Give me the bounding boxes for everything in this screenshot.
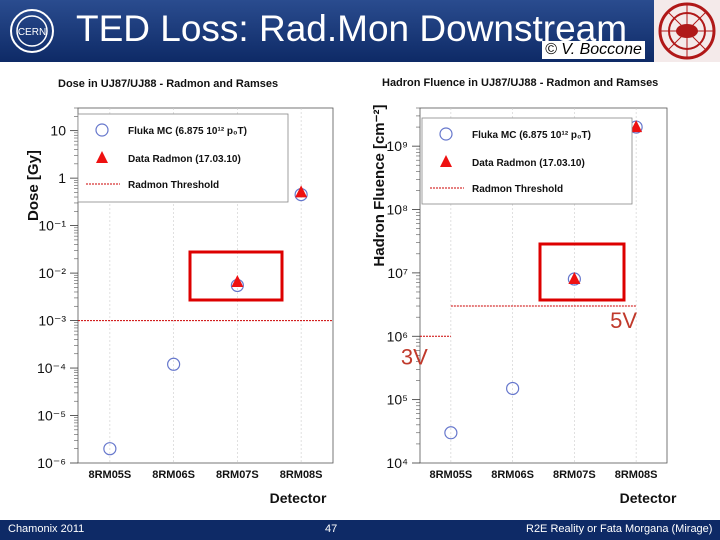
- legend-entry: Fluka MC (6.875 10¹² p₀T): [472, 130, 591, 141]
- slide-footer: Chamonix 2011 47 R2E Reality or Fata Mor…: [0, 520, 720, 540]
- y-tick-label: 10⁶: [387, 328, 408, 344]
- data-point: [295, 185, 308, 198]
- x-axis-label: Detector: [270, 490, 327, 506]
- credit-text: © V. Boccone: [542, 41, 645, 59]
- legend-box: [421, 117, 633, 205]
- cern-logo: CERN: [10, 9, 54, 53]
- mc-point: [103, 442, 117, 456]
- y-axis-label: Hadron Fluence [cm⁻²]: [371, 104, 388, 266]
- x-tick-label: 8RM07S: [216, 469, 259, 481]
- mc-point: [167, 357, 181, 371]
- legend-data-symbol: [96, 151, 108, 163]
- y-tick-label: 10⁹: [386, 138, 408, 154]
- legend-entry: Radmon Threshold: [472, 184, 563, 195]
- y-tick-label: 10⁵: [387, 392, 408, 408]
- y-axis-label: Dose [Gy]: [25, 150, 42, 221]
- y-tick-label: 10⁻⁴: [37, 360, 66, 376]
- footer-page-number: 47: [325, 523, 338, 535]
- legend-entry: Radmon Threshold: [128, 180, 219, 191]
- y-tick-label: 10⁻³: [38, 313, 66, 329]
- legend-data-symbol: [440, 155, 452, 167]
- threshold-voltage-label: 5V: [610, 308, 637, 333]
- footer-left: Chamonix 2011: [8, 523, 85, 535]
- mc-point: [506, 381, 520, 396]
- highlight-box: [188, 250, 284, 302]
- fluence-chart: Hadron Fluence in UJ87/UJ88 - Radmon and…: [371, 77, 677, 506]
- y-tick-label: 10⁻²: [38, 265, 66, 281]
- legend-mc-symbol: [439, 127, 453, 141]
- legend-box: [77, 113, 289, 203]
- x-tick-label: 8RM06S: [491, 469, 534, 481]
- data-point: [231, 274, 244, 287]
- threshold-voltage-label: 3V: [401, 344, 428, 369]
- data-point: [568, 272, 581, 285]
- x-tick-label: 8RM05S: [88, 469, 131, 481]
- y-tick-label: 10⁷: [387, 265, 408, 281]
- x-tick-label: 8RM08S: [615, 469, 658, 481]
- footer-right: R2E Reality or Fata Morgana (Mirage): [526, 523, 713, 535]
- legend-entry: Data Radmon (17.03.10): [128, 154, 241, 165]
- svg-text:CERN: CERN: [18, 27, 46, 38]
- highlight-box: [538, 242, 626, 302]
- x-tick-label: 8RM06S: [152, 469, 195, 481]
- slide-header: CERN TED Loss: Rad.Mon Downstream: [0, 0, 720, 62]
- y-tick-label: 10⁻⁶: [37, 455, 66, 471]
- y-tick-label: 10⁸: [387, 202, 409, 218]
- chart-title: Hadron Fluence in UJ87/UJ88 - Radmon and…: [382, 77, 658, 89]
- x-tick-label: 8RM07S: [553, 469, 596, 481]
- y-tick-label: 10: [50, 123, 66, 139]
- dose-chart: Dose in UJ87/UJ88 - Radmon and Ramses Dos…: [25, 78, 334, 506]
- slide-title: TED Loss: Rad.Mon Downstream: [76, 8, 628, 49]
- x-tick-label: 8RM05S: [429, 469, 472, 481]
- mc-point: [444, 426, 458, 440]
- x-tick-label: 8RM08S: [280, 469, 323, 481]
- legend-entry: Data Radmon (17.03.10): [472, 158, 585, 169]
- legend-mc-symbol: [95, 123, 109, 137]
- y-tick-label: 10⁻¹: [38, 218, 66, 234]
- data-point: [630, 120, 643, 133]
- y-tick-label: 10⁻⁵: [37, 408, 66, 424]
- y-tick-label: 1: [58, 170, 66, 186]
- y-tick-label: 10⁴: [386, 455, 408, 471]
- chart-title: Dose in UJ87/UJ88 - Radmon and Ramses: [58, 78, 278, 90]
- event-display-logo: [654, 0, 720, 62]
- legend-entry: Fluka MC (6.875 10¹² p₀T): [128, 126, 247, 137]
- x-axis-label: Detector: [620, 490, 677, 506]
